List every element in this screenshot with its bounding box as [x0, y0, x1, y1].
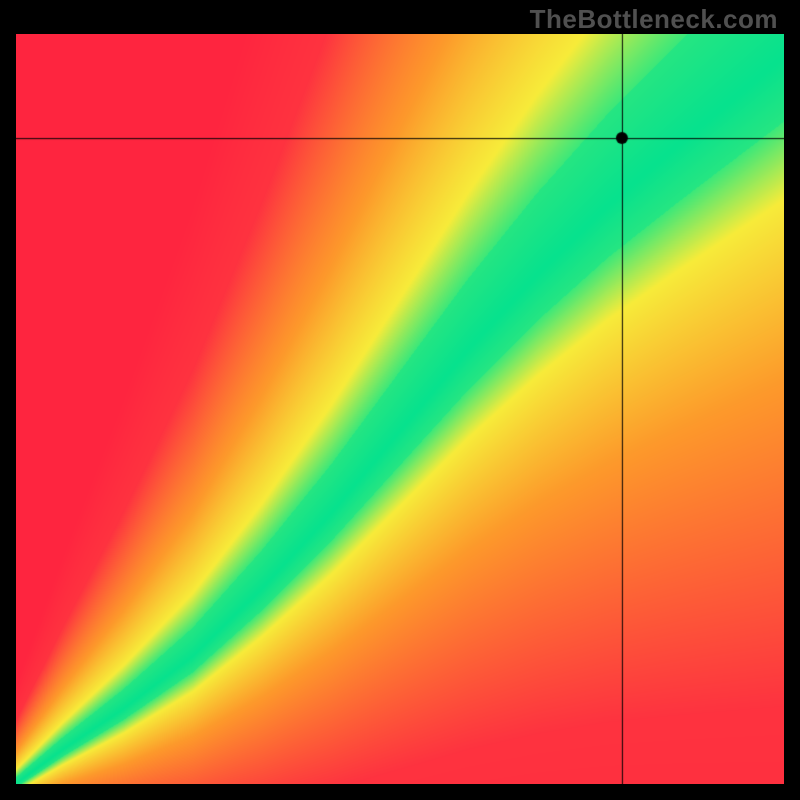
- watermark-text: TheBottleneck.com: [530, 4, 778, 35]
- chart-frame: TheBottleneck.com: [0, 0, 800, 800]
- crosshair-overlay: [16, 34, 784, 784]
